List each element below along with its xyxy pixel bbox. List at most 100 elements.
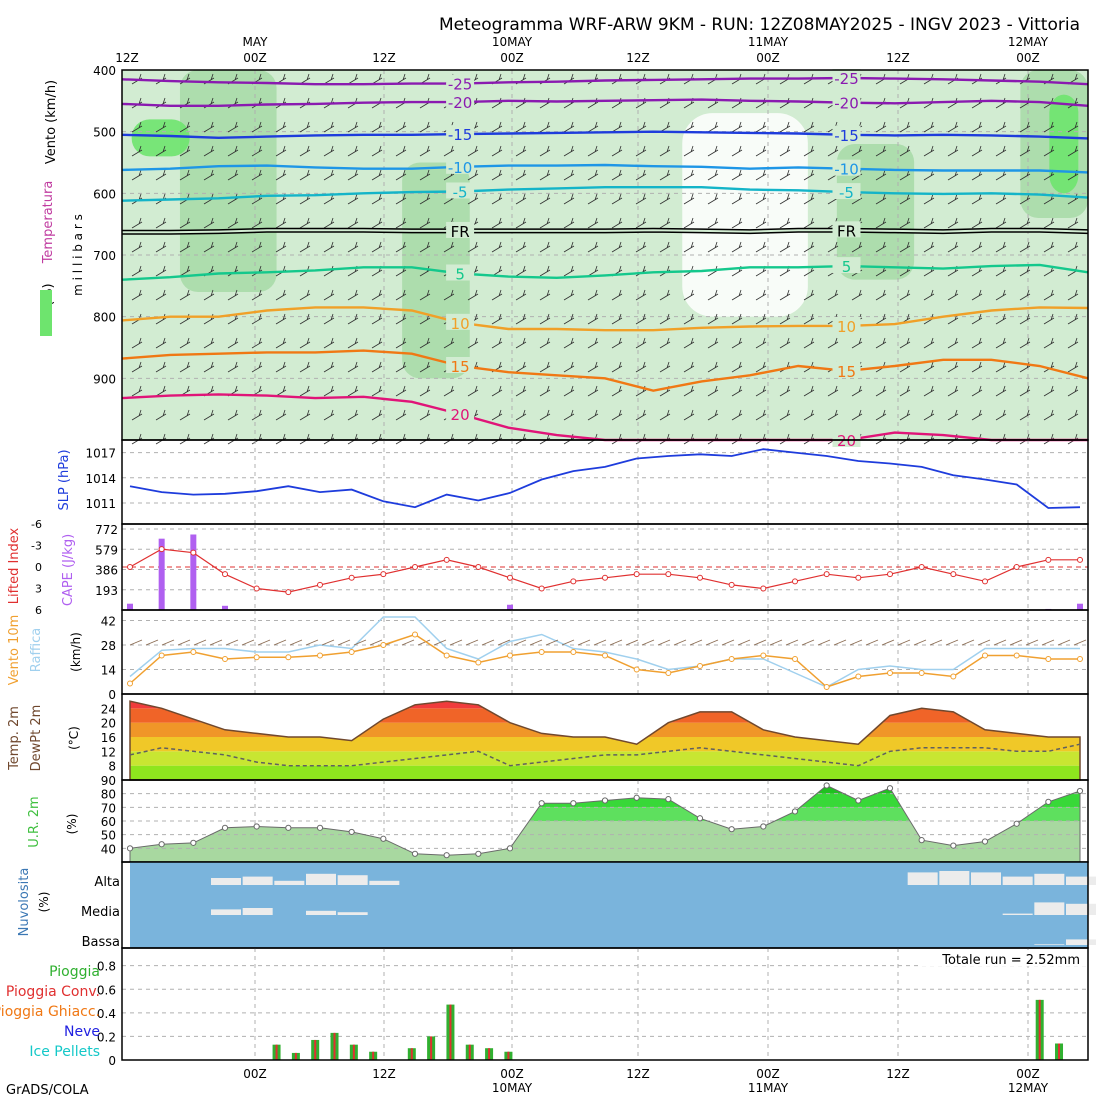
wind-barb xyxy=(155,361,167,373)
rain-conv-bar xyxy=(275,1044,278,1060)
wind-barb xyxy=(1019,385,1031,397)
wind-barb xyxy=(1043,313,1055,325)
wind-barb xyxy=(947,241,959,253)
wind-barb xyxy=(371,289,383,301)
isotherm-label-bg xyxy=(446,357,475,373)
isotherm-label: -15 xyxy=(448,126,473,144)
wind-arrow xyxy=(145,639,159,646)
wind-barb xyxy=(875,169,887,181)
isotherm-label-bg xyxy=(446,221,475,238)
wind-arrow xyxy=(129,639,143,646)
wind-barb xyxy=(371,385,383,397)
wind-barb xyxy=(683,241,695,253)
wind-barb xyxy=(731,289,743,301)
rain-conv-bar xyxy=(468,1044,471,1060)
wind-barb xyxy=(779,385,791,397)
wind-barb xyxy=(563,265,575,277)
wind-barb xyxy=(227,433,239,445)
wind-barb xyxy=(755,217,767,229)
wind-barb xyxy=(587,289,599,301)
wind-point xyxy=(665,670,672,676)
wind-barb xyxy=(635,241,647,253)
li-point xyxy=(602,574,608,581)
wind-barb xyxy=(251,337,263,349)
li-tick-label: -3 xyxy=(31,540,42,553)
wind-barb xyxy=(539,409,551,421)
wind-barb xyxy=(467,169,479,181)
rain-conv-bar xyxy=(314,1039,317,1060)
wind-barb xyxy=(755,241,767,253)
wind-barb xyxy=(1043,337,1055,349)
wind-arrow xyxy=(321,639,335,646)
isotherm-label: 15 xyxy=(837,363,856,381)
wind-barb xyxy=(227,241,239,253)
wind-barb xyxy=(659,337,671,349)
ylabel-cloud: Nuvolosita xyxy=(17,868,32,937)
wind-barb xyxy=(635,169,647,181)
bottom-day-label: 10MAY xyxy=(492,1081,533,1095)
wind-barb xyxy=(659,217,671,229)
li-point xyxy=(127,564,133,570)
rain-conv-bar xyxy=(488,1048,491,1060)
wind-arrow xyxy=(561,639,575,646)
wind-barb xyxy=(371,313,383,325)
wind-barb xyxy=(755,169,767,181)
isotherm-label: -5 xyxy=(839,184,854,202)
cloud-cell xyxy=(242,908,273,915)
rain-conv-bar xyxy=(294,1052,297,1060)
wind-barb xyxy=(875,313,887,325)
wind-barb xyxy=(275,409,287,421)
wind-barb xyxy=(1019,217,1031,229)
wind-barb xyxy=(131,409,143,421)
cloud-cell xyxy=(274,880,305,885)
wind-barb xyxy=(899,121,911,133)
wind-barb xyxy=(203,169,215,181)
wind-barb xyxy=(395,361,407,373)
rh-band xyxy=(130,785,1080,794)
wind-arrow xyxy=(881,639,895,646)
wind-barb xyxy=(443,289,455,301)
wind-barb xyxy=(179,169,191,181)
wind-barb xyxy=(587,217,599,229)
wind-barb xyxy=(491,145,503,157)
pressure-tick-label: 500 xyxy=(93,126,116,140)
cloud-row-label: Media xyxy=(81,905,120,920)
precip-legend-item: Neve xyxy=(64,1024,100,1040)
wind-barb xyxy=(467,337,479,349)
wind-barb xyxy=(875,409,887,421)
wind-barb xyxy=(491,193,503,205)
li-point xyxy=(190,549,197,556)
wind-barb xyxy=(995,217,1007,229)
wind-barb xyxy=(419,433,431,445)
wind-barb xyxy=(803,385,815,397)
wind-barb xyxy=(347,193,359,205)
temp-tick-label: 24 xyxy=(101,702,116,716)
wind-barb xyxy=(587,193,599,205)
wind-arrow xyxy=(481,639,495,646)
wind-barb xyxy=(707,409,719,421)
wind-point xyxy=(918,670,925,676)
isotherm-label-bg xyxy=(446,264,475,281)
wind-barb xyxy=(899,217,911,229)
top-day-label: 12MAY xyxy=(1008,35,1049,49)
wind-barb xyxy=(203,121,215,133)
wind-barb xyxy=(371,169,383,181)
wind-barb xyxy=(155,241,167,253)
wind-barb xyxy=(875,289,887,301)
isotherm-label: -25 xyxy=(834,70,859,88)
wind-barb xyxy=(419,241,431,253)
wind-barb xyxy=(683,193,695,205)
li-tick-label: 3 xyxy=(35,583,42,596)
wind-barb xyxy=(491,385,503,397)
top-day-label: 10MAY xyxy=(492,35,533,49)
wind-barb xyxy=(155,265,167,277)
wind-barb xyxy=(323,217,335,229)
wind-point xyxy=(538,649,545,655)
wind-barb xyxy=(947,409,959,421)
wind-barb xyxy=(683,217,695,229)
wind-barb xyxy=(395,433,407,445)
wind-barb xyxy=(707,121,719,133)
wind-arrow xyxy=(161,639,175,646)
li-point xyxy=(1045,556,1052,563)
